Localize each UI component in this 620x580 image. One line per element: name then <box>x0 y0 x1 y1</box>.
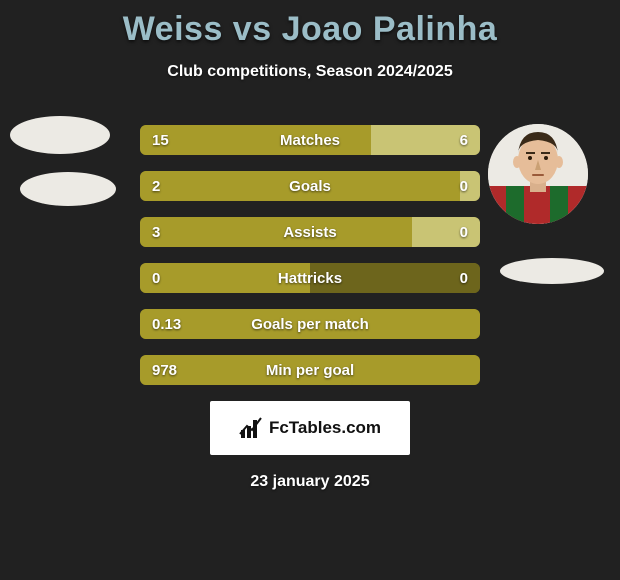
player-left-avatar-placeholder-2 <box>20 172 116 206</box>
player-right-name-pill <box>500 258 604 284</box>
stat-label: Min per goal <box>140 355 480 385</box>
bar-chart-icon <box>239 416 263 440</box>
stat-label: Assists <box>140 217 480 247</box>
stat-row: 20Goals <box>140 171 480 201</box>
fctables-badge[interactable]: FcTables.com <box>210 401 410 455</box>
stat-label: Matches <box>140 125 480 155</box>
stat-row: 156Matches <box>140 125 480 155</box>
stat-row: 978Min per goal <box>140 355 480 385</box>
stat-label: Goals <box>140 171 480 201</box>
stat-label: Hattricks <box>140 263 480 293</box>
date-text: 23 january 2025 <box>0 473 620 491</box>
stat-row: 30Assists <box>140 217 480 247</box>
player-right-avatar <box>488 124 588 224</box>
stat-row: 00Hattricks <box>140 263 480 293</box>
page-title: Weiss vs Joao Palinha <box>0 0 620 49</box>
subtitle: Club competitions, Season 2024/2025 <box>0 63 620 81</box>
fctables-badge-text: FcTables.com <box>269 418 381 438</box>
player-right-avatar-icon <box>488 124 588 224</box>
player-left-avatar-placeholder-1 <box>10 116 110 154</box>
stat-row: 0.13Goals per match <box>140 309 480 339</box>
stat-label: Goals per match <box>140 309 480 339</box>
